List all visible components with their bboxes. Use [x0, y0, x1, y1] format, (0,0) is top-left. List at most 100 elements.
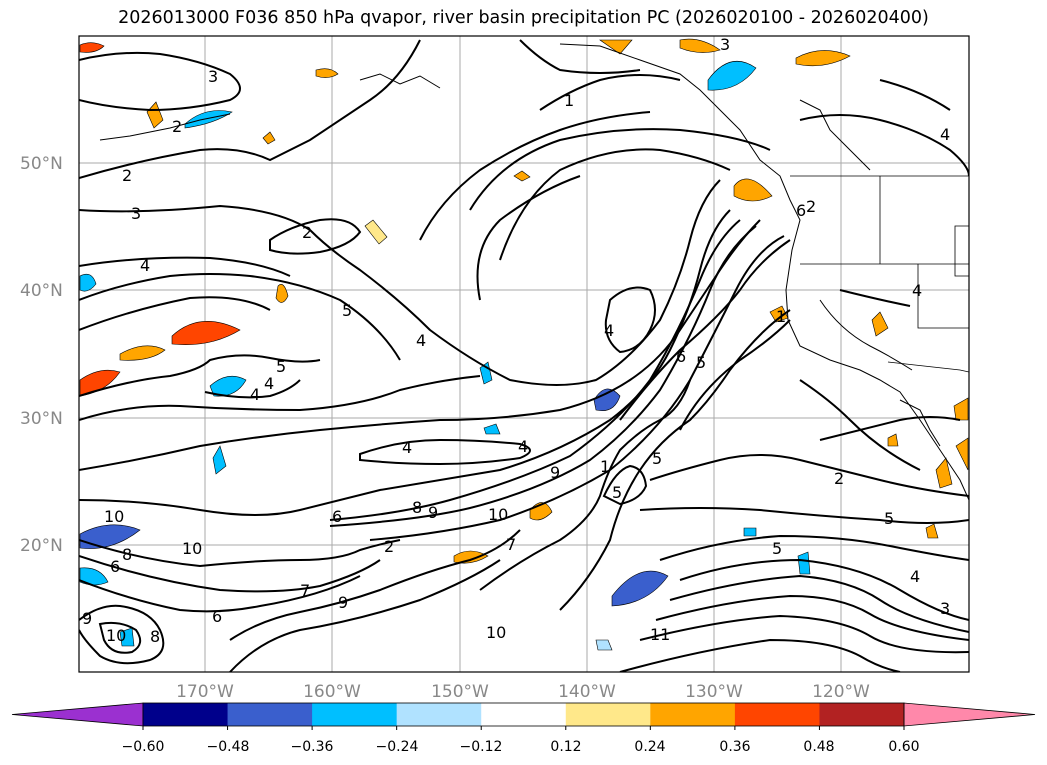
colorbar-tick-label: 0.48 [803, 739, 834, 755]
contour-label: 6 [110, 557, 120, 576]
contour-line [799, 114, 969, 177]
contour-line [79, 179, 721, 386]
contour-label: 8 [412, 498, 422, 517]
patch-blue [79, 273, 97, 292]
longitude-labels: 170°W 160°W 150°W 140°W 130°W 120°W [176, 682, 870, 702]
state-border [954, 225, 969, 277]
contour-line [79, 555, 381, 593]
patch-orange [146, 101, 164, 129]
latitude-labels: 50°N 40°N 30°N 20°N [20, 154, 63, 556]
colorbar-bin [143, 703, 229, 726]
contour-line [799, 379, 921, 471]
colorbar-bin [396, 703, 482, 726]
contour-label: 5 [652, 449, 662, 468]
coastline [899, 399, 941, 447]
patch-blue [743, 527, 757, 537]
colorbar-tick-label: −0.24 [376, 739, 419, 755]
contour-label: 9 [428, 503, 438, 522]
patch-orange [599, 39, 633, 55]
colorbar-tick-label: 0.60 [888, 739, 919, 755]
patch-blue [184, 110, 233, 129]
contour-label: 10 [182, 539, 202, 558]
contour-label: 8 [150, 627, 160, 646]
contour-label: 6 [676, 347, 686, 366]
patch-red [171, 321, 241, 345]
contour-label: 7 [300, 581, 310, 600]
patch-orange [887, 433, 899, 447]
patch-orange [79, 42, 105, 53]
contour-label: 9 [338, 593, 348, 612]
state-border [917, 264, 969, 329]
colorbar-bin [312, 703, 398, 726]
lon-label: 170°W [176, 682, 234, 702]
shaded-patches [79, 38, 969, 651]
patch-orange [953, 397, 969, 421]
contour-line [655, 594, 969, 641]
contour-line [879, 79, 951, 111]
contour-label: 5 [276, 357, 286, 376]
contour-label: 3 [720, 35, 730, 54]
contour-line [419, 111, 651, 241]
contour-label: 10 [104, 507, 124, 526]
patch-orange [871, 311, 889, 337]
colorbar-extend-left [11, 702, 144, 727]
coastline [559, 43, 969, 501]
patch-blue [593, 388, 621, 411]
colorbar-bin [227, 703, 313, 726]
colorbar-tick-label: −0.36 [291, 739, 334, 755]
contour-label: 4 [604, 321, 614, 340]
contour-line [79, 219, 761, 471]
contour-label: 2 [384, 537, 394, 556]
colorbar-bin [565, 703, 651, 726]
patch-blue [212, 445, 227, 475]
colorbar-tick-label: 0.36 [719, 739, 750, 755]
patch-blue [119, 627, 135, 647]
coastline [819, 299, 913, 371]
qvapor-contours [79, 39, 969, 672]
lon-label: 120°W [812, 682, 870, 702]
contour-label: 5 [342, 301, 352, 320]
contour-line [476, 175, 581, 301]
contour-line [79, 375, 481, 421]
coastline [799, 99, 871, 171]
coastlines [99, 43, 969, 501]
contour-line [79, 273, 401, 361]
contour-label: 5 [696, 353, 706, 372]
graticule [79, 36, 969, 672]
contour-line [559, 309, 791, 611]
contour-label: 10 [486, 623, 506, 642]
patch-orange [513, 170, 531, 182]
contour-line [604, 286, 656, 354]
contour-label: 4 [940, 125, 950, 144]
patch-orange [733, 178, 773, 202]
contour-line [79, 604, 165, 665]
contour-label: 11 [650, 625, 670, 644]
contour-label: 2 [302, 223, 312, 242]
contour-label: 5 [884, 509, 894, 528]
contour-line [469, 128, 771, 211]
contour-label: 4 [402, 438, 412, 457]
colorbar-extend-right [903, 702, 1036, 727]
contour-line [649, 454, 969, 497]
colorbar-tick-label: −0.48 [207, 739, 250, 755]
contour-label: 4 [912, 281, 922, 300]
contour-label: 2 [834, 469, 844, 488]
patch-orange [119, 345, 166, 361]
contour-line [98, 621, 142, 654]
contour-label: 8 [122, 545, 132, 564]
contour-label: 6 [212, 607, 222, 626]
contour-line [819, 416, 961, 441]
border-us-mexico [887, 361, 969, 373]
contour-line [639, 614, 969, 654]
colorbar-bin [481, 703, 567, 726]
patch-blue [707, 60, 757, 91]
patch-orange [679, 38, 721, 53]
contour-label: 7 [506, 535, 516, 554]
colorbar-tick-label: 0.24 [634, 739, 665, 755]
contour-line [229, 529, 521, 641]
colorbar-tick-label: −0.12 [460, 739, 503, 755]
lon-label: 150°W [431, 682, 489, 702]
contour-line [79, 354, 321, 397]
contour-line [79, 539, 401, 568]
